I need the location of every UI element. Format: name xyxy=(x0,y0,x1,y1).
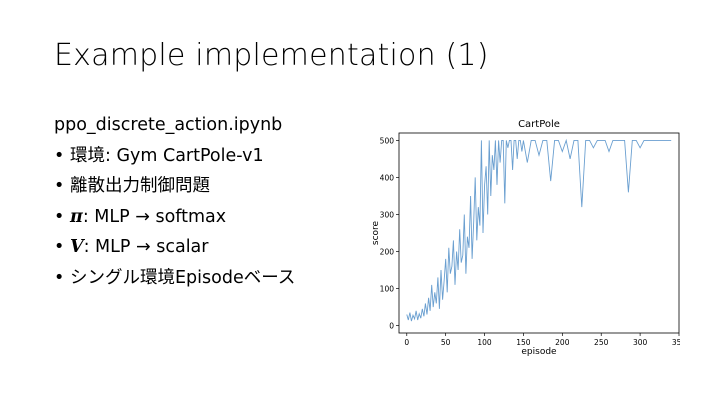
x-tick-label: 200 xyxy=(555,338,570,347)
bullet-text: 離散出力制御問題 xyxy=(70,176,210,196)
slide-title: Example implementation (1) xyxy=(54,38,489,73)
bullet-text: 環境: Gym CartPole-v1 xyxy=(70,145,264,166)
y-tick-label: 0 xyxy=(389,322,394,331)
x-tick-label: 350 xyxy=(672,338,680,347)
bullet-dot: • xyxy=(54,267,65,288)
bullet-text: シングル環境Episodeベース xyxy=(70,267,296,288)
bullet-problem-type: • 離散出力制御問題 xyxy=(54,171,374,202)
bullet-dot: • xyxy=(54,206,65,227)
x-tick-label: 150 xyxy=(516,338,531,347)
bullet-text: : MLP → softmax xyxy=(82,206,227,227)
bullet-dot: • xyxy=(54,237,65,257)
v-symbol: V xyxy=(70,237,84,257)
score-line xyxy=(406,138,672,322)
bullet-policy: • π: MLP → softmax xyxy=(54,202,374,233)
x-tick-label: 100 xyxy=(477,338,492,347)
bullet-dot: • xyxy=(54,176,65,196)
x-tick-label: 300 xyxy=(633,338,648,347)
x-tick-label: 0 xyxy=(404,338,409,347)
y-axis-ticks: 0 100 200 300 400 500 xyxy=(380,136,399,331)
plot-frame xyxy=(398,132,680,334)
bullet-value: • V: MLP → scalar xyxy=(54,232,374,263)
y-tick-label: 300 xyxy=(380,210,395,219)
y-tick-label: 500 xyxy=(380,136,395,145)
y-tick-label: 400 xyxy=(380,173,395,182)
pi-symbol: π xyxy=(70,206,83,227)
x-tick-label: 50 xyxy=(441,338,451,347)
y-tick-label: 100 xyxy=(380,285,395,294)
x-axis-ticks: 0 50 100 150 200 250 300 350 xyxy=(404,333,680,347)
bullet-episode: • シングル環境Episodeベース xyxy=(54,263,374,294)
cartpole-chart: CartPole 0 100 200 300 400 500 0 50 100 150 200 25… xyxy=(371,119,680,357)
y-tick-label: 200 xyxy=(380,248,395,257)
bullet-text: : MLP → scalar xyxy=(83,237,209,257)
chart-title: CartPole xyxy=(518,119,560,130)
bullet-dot: • xyxy=(54,145,65,166)
bullet-list: ppo_discrete_action.ipynb • 環境: Gym CartP… xyxy=(54,110,374,293)
notebook-filename: ppo_discrete_action.ipynb xyxy=(54,115,283,135)
bullet-environment: • 環境: Gym CartPole-v1 xyxy=(54,141,374,172)
x-axis-label: episode xyxy=(521,347,557,357)
y-axis-label: score xyxy=(371,220,381,245)
x-tick-label: 250 xyxy=(594,338,609,347)
